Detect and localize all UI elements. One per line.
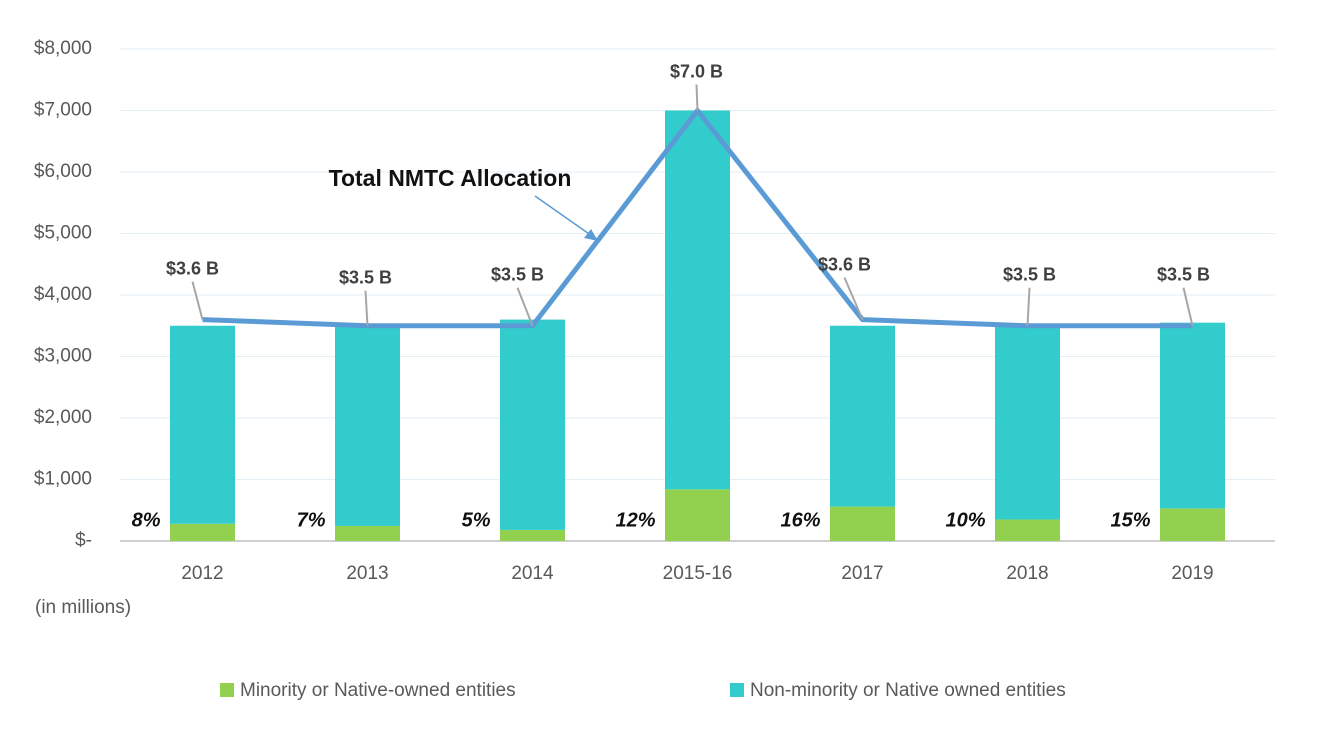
x-tick-label: 2019 <box>1171 563 1213 584</box>
bar-segment <box>665 110 730 490</box>
y-tick-label: $3,000 <box>34 346 92 367</box>
leader-line <box>1182 287 1194 326</box>
bar-segment <box>1160 508 1225 541</box>
share-label: 15% <box>1110 509 1150 531</box>
bar-segment <box>500 319 565 530</box>
y-tick-label: $2,000 <box>34 407 92 428</box>
leader-line <box>191 281 204 320</box>
line-value-label: $3.5 B <box>1157 265 1210 285</box>
leader-line <box>516 287 534 327</box>
leader-line <box>843 277 864 320</box>
x-tick-label: 2013 <box>346 563 388 584</box>
share-label: 16% <box>780 509 820 531</box>
x-tick-label: 2018 <box>1006 563 1048 584</box>
share-label: 10% <box>945 509 985 531</box>
line-value-label: $3.5 B <box>339 268 392 288</box>
bar-segment <box>335 325 400 526</box>
bar-segment <box>500 529 565 541</box>
leader-line <box>364 290 369 326</box>
bar-segment <box>830 325 895 507</box>
line-value-label: $7.0 B <box>670 61 723 81</box>
bar-segment <box>170 325 235 524</box>
bar-segment <box>1160 322 1225 509</box>
line-value-label: $3.5 B <box>491 265 544 285</box>
x-tick-label: 2014 <box>511 563 554 584</box>
line-value-label: $3.5 B <box>1003 265 1056 285</box>
y-tick-label: $1,000 <box>34 469 92 490</box>
line-value-label: $3.6 B <box>166 258 219 278</box>
legend-label: Non-minority or Native owned entities <box>750 680 1066 701</box>
leader-line <box>1026 287 1031 326</box>
line-value-label: $3.6 B <box>818 254 871 274</box>
x-tick-label: 2012 <box>181 563 223 584</box>
x-tick-label: 2017 <box>841 563 883 584</box>
annotation-arrow <box>534 195 593 237</box>
bar-segment <box>995 519 1060 541</box>
axis-note: (in millions) <box>35 597 131 618</box>
bar-segment <box>665 489 730 541</box>
bar-segment <box>170 523 235 541</box>
legend-swatch <box>220 683 234 697</box>
share-label: 12% <box>615 509 655 531</box>
legend-swatch <box>730 683 744 697</box>
y-tick-label: $5,000 <box>34 223 92 244</box>
bar-segment <box>830 506 895 541</box>
y-tick-label: $4,000 <box>34 284 92 305</box>
share-label: 5% <box>462 509 491 531</box>
arrow-head <box>584 229 598 241</box>
y-tick-label: $8,000 <box>34 38 92 59</box>
share-label: 7% <box>297 509 326 531</box>
legend-label: Minority or Native-owned entities <box>240 680 516 701</box>
y-tick-label: $- <box>75 530 92 551</box>
bar-segment <box>995 325 1060 520</box>
bar-segment <box>335 525 400 541</box>
leader-line <box>695 84 699 111</box>
share-label: 8% <box>132 509 161 531</box>
y-tick-label: $6,000 <box>34 161 92 182</box>
y-tick-label: $7,000 <box>34 100 92 121</box>
x-tick-label: 2015-16 <box>663 563 733 584</box>
annotation: Total NMTC Allocation <box>329 165 572 191</box>
